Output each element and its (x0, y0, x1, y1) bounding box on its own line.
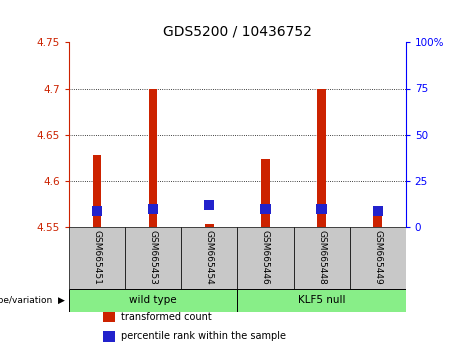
Bar (103, 312, 115, 322)
Text: GSM665449: GSM665449 (373, 230, 382, 284)
Text: transformed count: transformed count (121, 312, 212, 322)
Bar (294, 227, 349, 289)
Text: percentile rank within the sample: percentile rank within the sample (121, 331, 286, 341)
Bar (349, 227, 406, 289)
Text: genotype/variation  ▶: genotype/variation ▶ (0, 296, 65, 304)
Bar (373, 213, 382, 227)
Bar (69, 289, 237, 312)
Text: KLF5 null: KLF5 null (298, 295, 345, 305)
Bar (181, 227, 237, 289)
Title: GDS5200 / 10436752: GDS5200 / 10436752 (163, 24, 312, 39)
Bar (92, 206, 102, 216)
Text: GSM665454: GSM665454 (205, 230, 214, 284)
Bar (149, 88, 158, 227)
Bar (93, 155, 101, 227)
Bar (148, 204, 158, 214)
Bar (317, 88, 326, 227)
Text: wild type: wild type (130, 295, 177, 305)
Bar (317, 204, 326, 214)
Bar (237, 289, 406, 312)
Bar (372, 206, 383, 216)
Text: GSM665446: GSM665446 (261, 230, 270, 284)
Bar (69, 227, 125, 289)
Bar (261, 159, 270, 227)
Bar (260, 204, 271, 214)
Text: GSM665448: GSM665448 (317, 230, 326, 284)
Bar (204, 200, 214, 210)
Bar (205, 224, 213, 227)
Text: GSM665451: GSM665451 (93, 230, 102, 285)
Bar (103, 331, 115, 342)
Bar (125, 227, 181, 289)
Text: GSM665453: GSM665453 (149, 230, 158, 285)
Bar (237, 227, 294, 289)
